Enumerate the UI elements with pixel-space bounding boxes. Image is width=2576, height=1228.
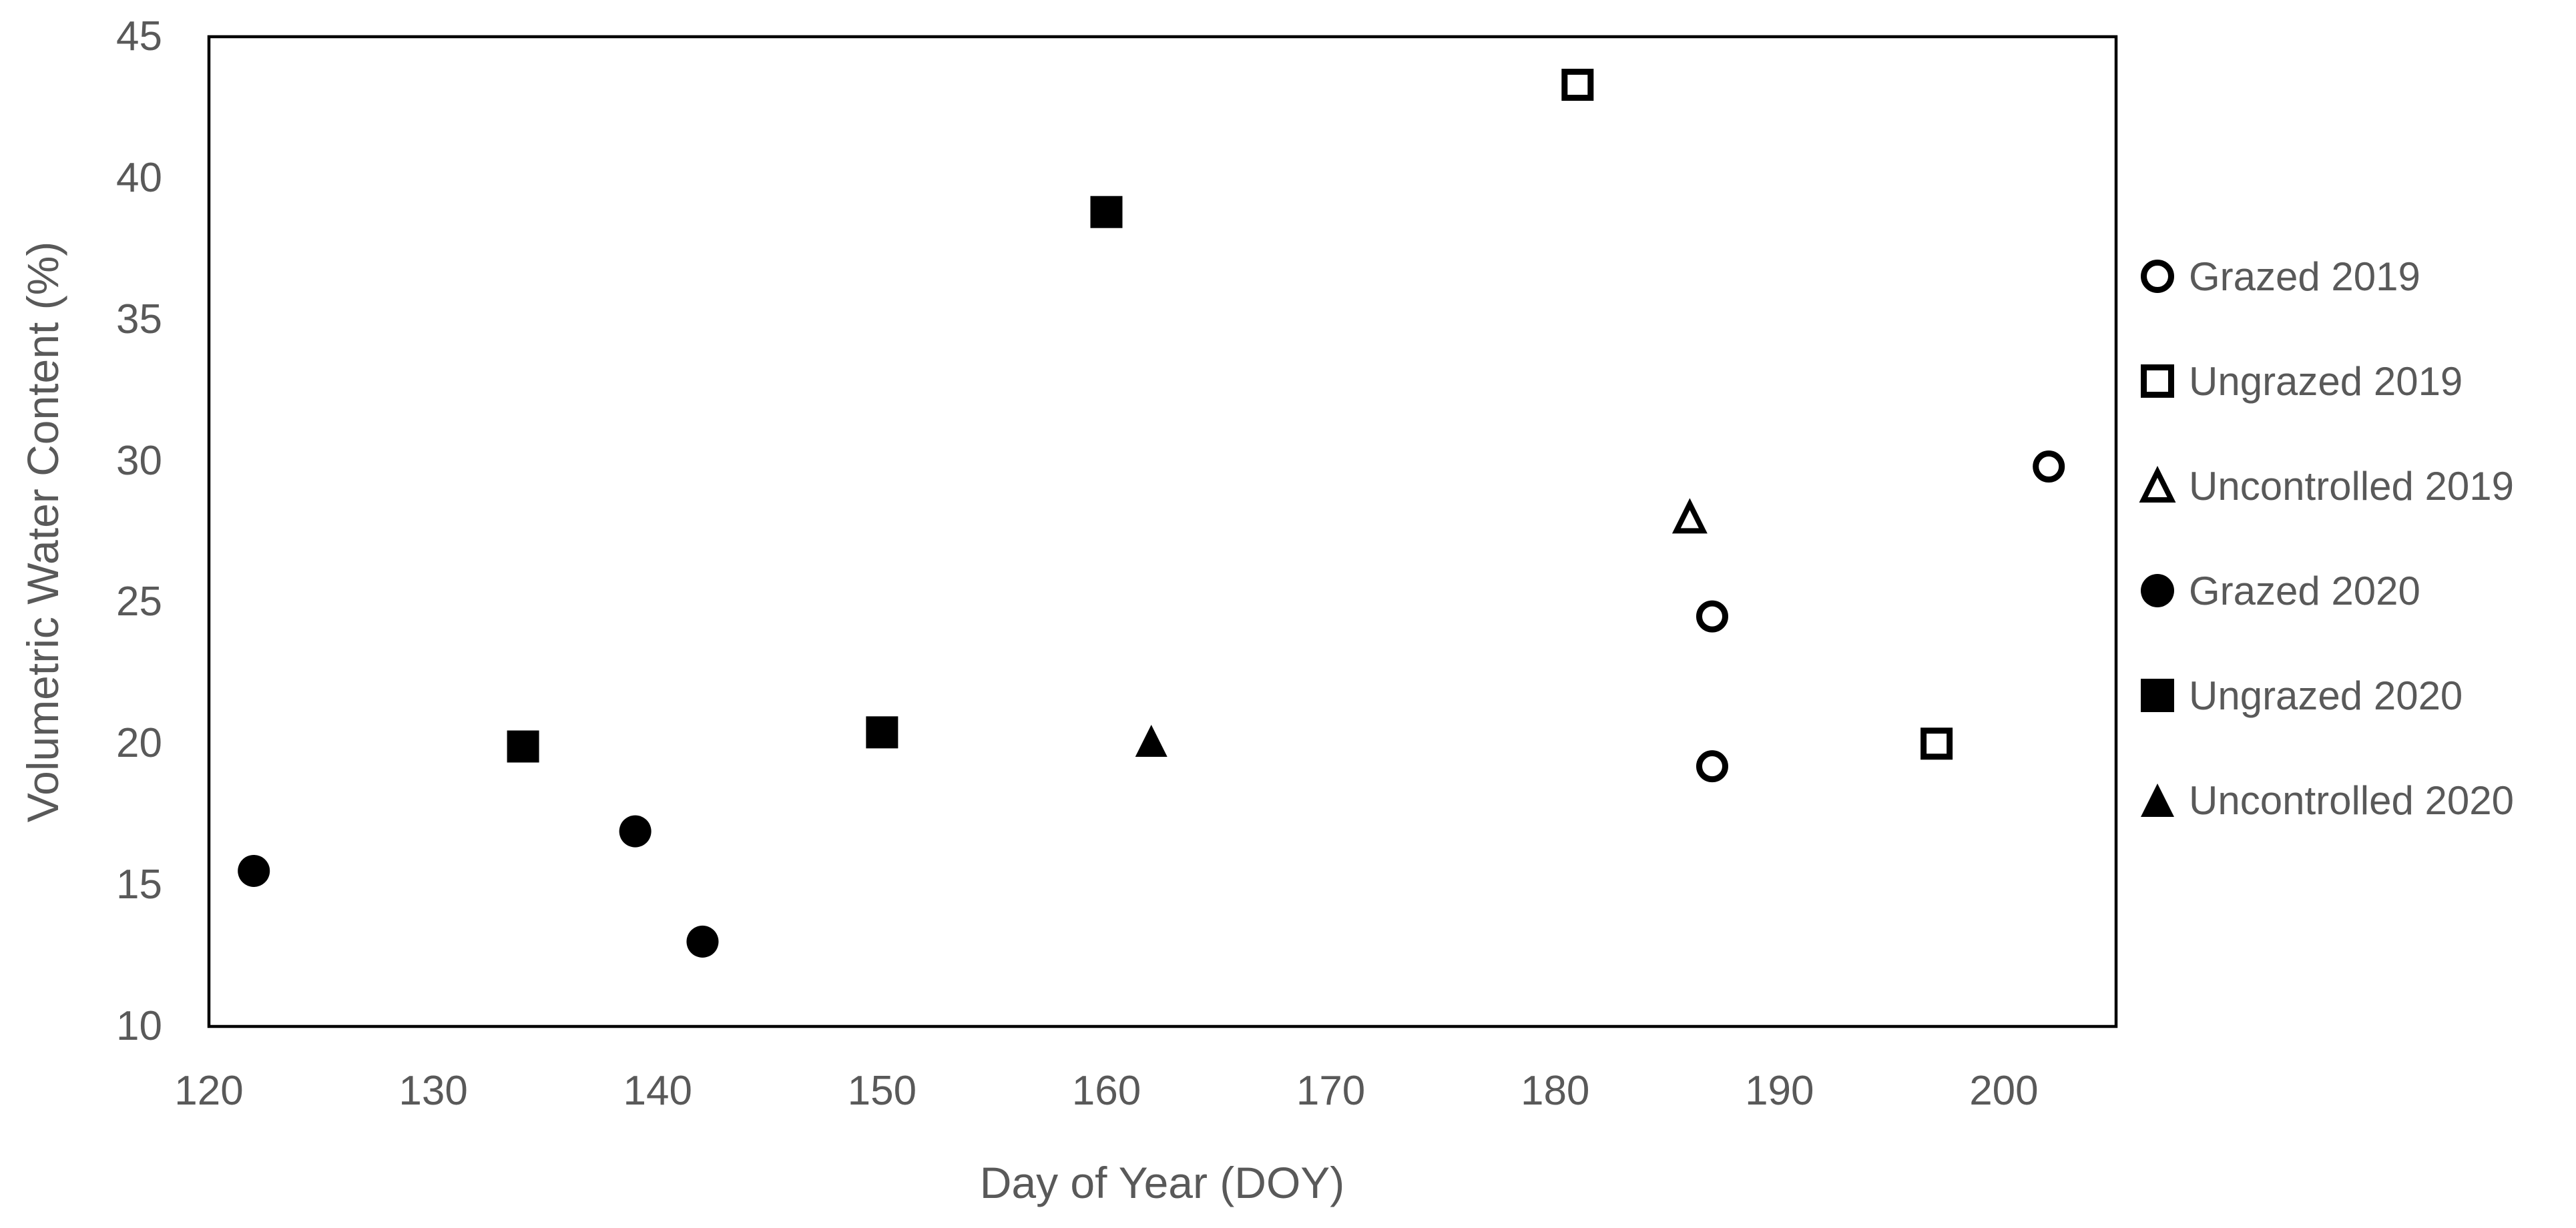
- x-tick-label: 150: [847, 1068, 917, 1114]
- y-tick-label: 40: [116, 154, 162, 201]
- legend-item-grazed-2019: Grazed 2019: [2135, 248, 2420, 304]
- point-grazed-2020: [619, 815, 652, 848]
- triangle-filled-icon: [2141, 784, 2174, 817]
- x-tick-label: 120: [174, 1068, 244, 1114]
- point-ungrazed-2020: [866, 716, 898, 749]
- legend-item-ungrazed-2020: Ungrazed 2020: [2135, 667, 2463, 723]
- point-grazed-2019: [2033, 450, 2065, 483]
- square-open-icon: [2141, 364, 2174, 398]
- legend-item-grazed-2020: Grazed 2020: [2135, 563, 2420, 619]
- x-axis-title: Day of Year (DOY): [979, 1158, 1345, 1207]
- x-tick-label: 160: [1071, 1068, 1141, 1114]
- x-tick-label: 170: [1296, 1068, 1366, 1114]
- square-filled-icon: [2141, 679, 2174, 712]
- x-tick-label: 180: [1520, 1068, 1590, 1114]
- y-tick-label: 35: [116, 296, 162, 342]
- point-ungrazed-2019: [1920, 727, 1953, 760]
- legend-label: Uncontrolled 2019: [2189, 463, 2515, 509]
- legend-item-uncontrolled-2019: Uncontrolled 2019: [2135, 458, 2514, 514]
- triangle-filled-icon: [2141, 784, 2174, 817]
- triangle-open-icon: [2139, 466, 2176, 503]
- y-tick-label: 25: [116, 579, 162, 625]
- point-uncontrolled-2019: [1671, 498, 1708, 534]
- point-grazed-2019: [1696, 750, 1728, 783]
- legend-label: Uncontrolled 2020: [2189, 778, 2515, 823]
- y-tick-label: 45: [116, 13, 162, 59]
- legend-label: Ungrazed 2020: [2189, 673, 2463, 718]
- legend-label: Ungrazed 2019: [2189, 358, 2463, 404]
- circle-filled-icon: [2141, 574, 2174, 607]
- y-tick-label: 15: [116, 862, 162, 908]
- circle-open-icon: [2141, 260, 2174, 293]
- x-tick-label: 200: [1969, 1068, 2039, 1114]
- y-tick-label: 30: [116, 437, 162, 484]
- square-open-icon: [2141, 364, 2174, 398]
- y-tick-label: 20: [116, 720, 162, 767]
- legend-label: Grazed 2020: [2189, 568, 2420, 613]
- point-grazed-2020: [686, 925, 719, 958]
- legend-item-ungrazed-2019: Ungrazed 2019: [2135, 353, 2463, 409]
- point-uncontrolled-2020: [1135, 725, 1168, 757]
- point-ungrazed-2020: [507, 730, 539, 763]
- square-filled-icon: [2141, 679, 2174, 712]
- y-tick-label: 10: [116, 1003, 162, 1049]
- point-grazed-2019: [1696, 600, 1728, 633]
- x-tick-label: 190: [1745, 1068, 1814, 1114]
- point-grazed-2020: [238, 854, 270, 887]
- triangle-open-icon: [2139, 466, 2176, 503]
- point-ungrazed-2019: [1561, 69, 1594, 101]
- x-tick-label: 140: [623, 1068, 692, 1114]
- circle-open-icon: [2141, 260, 2174, 293]
- x-tick-label: 130: [399, 1068, 468, 1114]
- plot-frame: [207, 35, 2118, 1028]
- legend-item-uncontrolled-2020: Uncontrolled 2020: [2135, 772, 2514, 828]
- point-ungrazed-2020: [1090, 196, 1123, 228]
- legend-label: Grazed 2019: [2189, 254, 2420, 299]
- circle-filled-icon: [2141, 574, 2174, 607]
